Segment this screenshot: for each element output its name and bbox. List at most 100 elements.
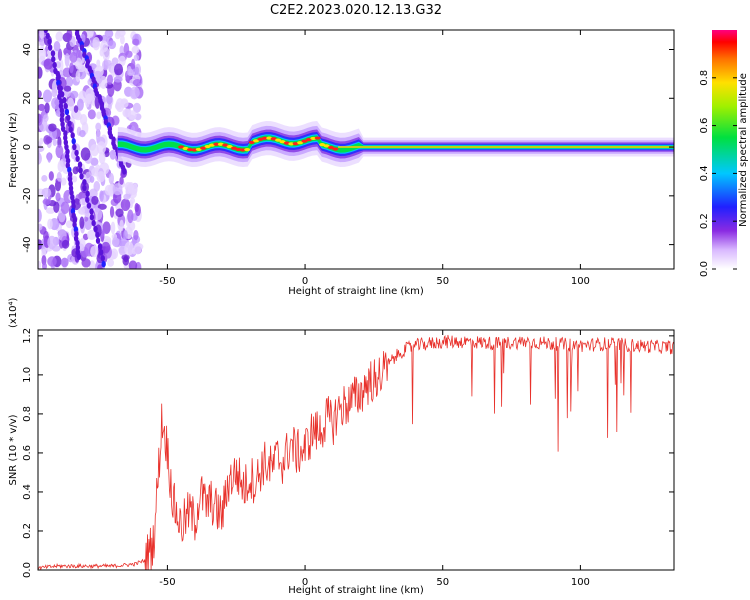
spectrogram-frame: [37, 29, 675, 270]
noise-cell: [124, 241, 135, 256]
track-cell: [89, 208, 94, 215]
noise-cell: [120, 198, 131, 212]
noise-cell: [60, 201, 70, 215]
noise-cell: [99, 190, 104, 202]
noise-cell: [41, 187, 52, 198]
snr-y-axis: 0.0 0.2 0.4 0.6 0.8 1.0 1.2: [22, 328, 674, 578]
track-cell: [43, 30, 48, 34]
track-cell: [60, 125, 66, 132]
noise-cell: [38, 103, 46, 112]
noise-cell: [66, 30, 73, 41]
noise-cell: [87, 229, 97, 240]
spectrogram-x-axis: -50 0 50 100: [159, 30, 590, 287]
noise-cell: [127, 183, 135, 194]
carrier-peak-cell: [231, 146, 238, 150]
noise-cell: [128, 260, 138, 269]
noise-cell: [44, 102, 50, 114]
snr-x-axis: -50 0 50 100: [159, 330, 590, 588]
x-tick-label: 0: [302, 276, 308, 287]
noise-cell: [133, 54, 140, 62]
track-cell: [59, 107, 65, 114]
noise-cell: [42, 89, 53, 103]
snr-y-label: SNR (10 * v/v): [8, 414, 19, 485]
track-cell: [79, 173, 84, 180]
noise-cell: [132, 78, 142, 87]
spectrogram-image: [38, 30, 674, 269]
spectrogram-y-axis: -40 -20 0 20 40: [22, 43, 674, 253]
noise-cell: [80, 147, 91, 161]
track-cell: [67, 171, 73, 178]
track-cell: [72, 143, 77, 151]
track-cell: [70, 132, 75, 139]
y-tick-label: 40: [22, 43, 33, 56]
noise-cell: [76, 98, 84, 111]
noise-cell: [113, 76, 123, 83]
noise-cell: [38, 152, 42, 165]
noise-cell: [55, 61, 61, 69]
noise-cell: [119, 176, 124, 185]
carrier-peak-cell: [239, 148, 246, 152]
carrier-peak-cell: [204, 144, 211, 149]
noise-cell: [132, 38, 140, 46]
carrier-peak-cell: [288, 142, 295, 146]
noise-cell: [100, 40, 109, 53]
noise-cell: [110, 248, 119, 260]
noise-cell: [42, 262, 47, 269]
track-cell: [55, 70, 60, 78]
noise-cell: [97, 264, 103, 269]
noise-cell: [96, 141, 107, 155]
colorbar-label: Normalized spectral amplitude: [738, 73, 749, 227]
noise-cell: [53, 201, 60, 213]
y-tick-label: 0: [22, 144, 33, 150]
track-cell: [100, 255, 105, 262]
noise-cell: [45, 136, 53, 144]
noise-cell: [109, 149, 117, 160]
noise-cell: [38, 66, 43, 79]
noise-cell: [69, 51, 78, 63]
track-cell: [122, 168, 127, 175]
noise-cell: [123, 230, 128, 240]
x-tick-label: 100: [571, 577, 590, 588]
track-cell: [64, 108, 70, 116]
noise-cell: [133, 229, 139, 241]
noise-cell: [79, 237, 86, 252]
noise-cell: [66, 97, 75, 112]
noise-cell: [73, 105, 79, 113]
snr-scale-label: (x10⁴): [8, 297, 19, 328]
noise-cell: [130, 197, 136, 204]
noise-cell: [59, 59, 64, 73]
snr-panel: -50 0 50 100 0.0 0.2 0.4 0.6 0.8 1.0 1.2 Height o…: [8, 297, 675, 596]
noise-cell: [38, 145, 45, 153]
noise-cell: [43, 58, 53, 70]
noise-cell: [118, 55, 126, 67]
track-cell: [47, 38, 52, 45]
noise-cell: [119, 219, 124, 232]
colorbar-gradient: [712, 30, 737, 269]
noise-cell: [130, 86, 140, 99]
carrier-peak-cell: [195, 147, 202, 152]
track-cell: [75, 155, 80, 162]
y-tick-label: 0.6: [22, 445, 33, 461]
spectrogram-x-label: Height of straight line (km): [288, 286, 424, 297]
carrier-peak-cell: [270, 137, 277, 141]
carrier-peak-cell: [222, 143, 229, 147]
carrier-peak-cell: [314, 136, 321, 140]
noise-cell: [65, 220, 73, 229]
track-cell: [67, 120, 72, 127]
carrier-peak-cell: [319, 143, 326, 147]
track-cell: [71, 198, 76, 206]
track-cell: [86, 202, 92, 209]
carrier-peak-cell: [332, 147, 339, 151]
carrier-peak-cell: [261, 136, 268, 140]
noise-cell: [107, 258, 115, 267]
track-cell: [75, 244, 80, 251]
carrier-peak-cell: [178, 145, 185, 149]
carrier-peak-cell: [226, 144, 233, 149]
y-tick-label: 20: [22, 92, 33, 105]
noise-cell: [55, 31, 64, 42]
noise-cell: [106, 74, 114, 85]
track-cell: [52, 61, 57, 69]
carrier-peak-cell: [327, 145, 334, 150]
noise-cell: [61, 239, 70, 249]
noise-cell: [111, 237, 120, 247]
